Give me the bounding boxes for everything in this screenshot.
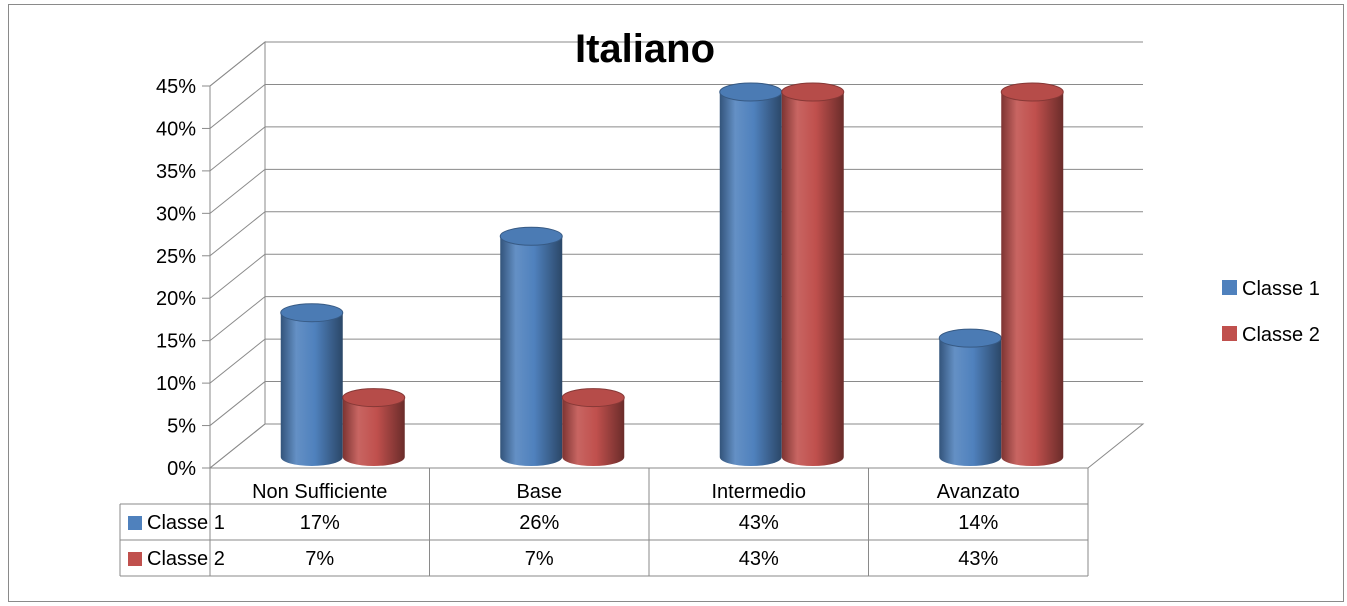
y-tick-label: 10% — [156, 373, 196, 395]
bar-body — [342, 397, 405, 466]
bar — [342, 388, 406, 466]
data-label: 7% — [525, 548, 554, 570]
bar-top — [719, 82, 783, 102]
gridline — [209, 381, 1143, 426]
category-label: Base — [516, 481, 562, 503]
series-swatch — [128, 552, 142, 566]
gridline — [209, 338, 1143, 384]
legend-label: Classe 2 — [1242, 324, 1320, 346]
chart-title: Italiano — [575, 27, 715, 71]
bar-body — [500, 236, 563, 466]
legend: Classe 1 Classe 2 — [1222, 278, 1320, 346]
data-label: 43% — [739, 548, 779, 570]
bar-top — [781, 82, 845, 102]
gridline — [209, 253, 1143, 299]
category-label: Avanzato — [937, 481, 1020, 503]
bar-top — [561, 388, 625, 408]
bar-body — [939, 338, 1002, 466]
legend-swatch — [1222, 326, 1237, 341]
y-tick-label: 30% — [156, 203, 196, 225]
gridlines — [209, 41, 1143, 426]
bar-top — [280, 303, 344, 323]
bar-body — [1001, 91, 1064, 466]
bar — [1000, 82, 1064, 466]
data-table: Non Sufficiente Base Intermedio Avanzato Cla… — [119, 467, 1089, 577]
bar — [499, 226, 563, 466]
data-label: 26% — [519, 512, 559, 534]
bar — [280, 303, 344, 466]
series-name: Classe 1 — [147, 512, 225, 534]
category-label: Intermedio — [712, 481, 807, 503]
data-label: 17% — [300, 512, 340, 534]
data-label: 7% — [305, 548, 334, 570]
bar-top — [342, 388, 406, 408]
bar-body — [562, 397, 625, 466]
bar — [938, 328, 1002, 466]
y-tick-label: 40% — [156, 118, 196, 140]
bar-body — [781, 91, 844, 466]
bar — [561, 388, 625, 466]
gridline — [209, 296, 1143, 342]
gridline — [209, 83, 1143, 129]
legend-swatch — [1222, 280, 1237, 295]
gridline — [209, 168, 1143, 214]
y-tick-label: 20% — [156, 288, 196, 310]
data-label: 14% — [958, 512, 998, 534]
gridline — [209, 41, 1143, 87]
bar-top — [499, 226, 563, 246]
bars — [280, 82, 1064, 466]
bar — [781, 82, 845, 466]
bar-top — [1000, 82, 1064, 102]
series-name: Classe 2 — [147, 548, 225, 570]
category-label: Non Sufficiente — [252, 481, 387, 503]
chart-frame — [8, 4, 1344, 602]
y-axis-ticks: 0% 5% 10% 15% 20% 25% 30% 35% 40% 45% — [156, 76, 211, 480]
bar — [719, 82, 783, 466]
y-tick-label: 45% — [156, 76, 196, 98]
bar-body — [719, 91, 782, 466]
series-swatch — [128, 516, 142, 530]
y-tick-label: 0% — [167, 458, 196, 480]
y-tick-label: 5% — [167, 416, 196, 438]
legend-label: Classe 1 — [1242, 278, 1320, 300]
y-tick-label: 25% — [156, 246, 196, 268]
bar-body — [280, 312, 343, 466]
y-tick-label: 35% — [156, 161, 196, 183]
gridline — [209, 211, 1143, 257]
gridline — [209, 126, 1143, 172]
y-tick-label: 15% — [156, 331, 196, 353]
bar-top — [938, 328, 1002, 348]
data-label: 43% — [739, 512, 779, 534]
data-label: 43% — [958, 548, 998, 570]
